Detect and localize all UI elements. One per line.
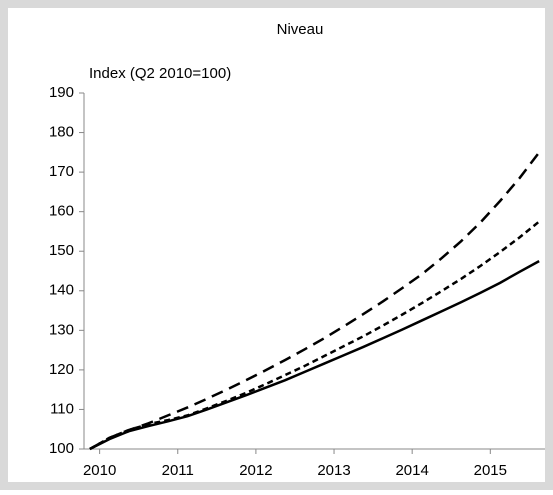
y-axis-label: Index (Q2 2010=100) bbox=[89, 65, 231, 82]
line bbox=[89, 220, 540, 451]
line bbox=[89, 260, 540, 451]
y-tick-label: 100 bbox=[49, 440, 74, 457]
y-tick-label: 170 bbox=[49, 163, 74, 180]
x-tick-label: 2014 bbox=[395, 462, 428, 479]
x-tick-label: 2010 bbox=[83, 462, 116, 479]
x-tick-label: 2011 bbox=[162, 462, 194, 479]
y-tick-label: 140 bbox=[49, 282, 74, 299]
x-tick-label: 2013 bbox=[317, 462, 350, 479]
y-tick-label: 150 bbox=[49, 242, 74, 259]
line bbox=[89, 151, 541, 451]
y-tick-label: 190 bbox=[49, 84, 74, 101]
x-tick-label: 2015 bbox=[474, 462, 507, 479]
x-tick-label: 2012 bbox=[239, 462, 272, 479]
y-tick-label: 130 bbox=[49, 321, 74, 338]
chart-title: Niveau bbox=[277, 21, 324, 38]
y-tick-label: 110 bbox=[50, 400, 74, 417]
y-tick-label: 120 bbox=[49, 361, 74, 378]
y-tick-label: 160 bbox=[49, 203, 74, 220]
y-tick-label: 180 bbox=[49, 124, 74, 141]
